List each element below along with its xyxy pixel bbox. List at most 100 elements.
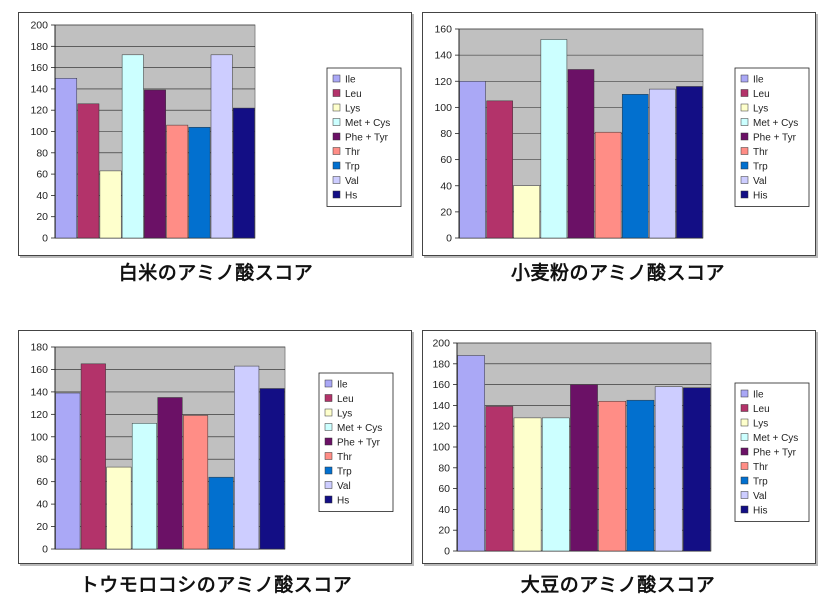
legend-swatch — [324, 408, 333, 417]
y-tick-label: 120 — [30, 409, 48, 421]
legend-swatch — [740, 491, 749, 499]
y-tick-label: 40 — [438, 504, 450, 516]
y-tick-label: 0 — [42, 544, 48, 556]
bar-val — [210, 54, 233, 239]
bar-chart-svg: 0 20 40 60 80 100 120 140 160 Ile Leu Lys Met + Cys P… — [434, 24, 810, 245]
bar-thr — [598, 400, 627, 552]
bar-leu — [77, 103, 100, 239]
legend-label: Thr — [753, 147, 769, 158]
chart-frame: 0 20 40 60 80 100 120 140 160 180 200 Ile Leu Lys Met … — [18, 12, 412, 256]
bar-hs — [259, 388, 285, 550]
legend-label: Ile — [345, 75, 356, 86]
legend-swatch — [324, 423, 333, 431]
legend-swatch — [740, 404, 749, 412]
legend-label: Leu — [753, 404, 770, 415]
legend-swatch — [740, 118, 749, 126]
legend-label: Lys — [753, 104, 768, 115]
y-tick-label: 100 — [434, 102, 452, 114]
chart-frame: 0 20 40 60 80 100 120 140 160 180 200 Ile Leu Lys Met … — [422, 330, 816, 564]
legend-swatch — [740, 74, 749, 83]
bar-met-cys — [131, 423, 157, 550]
legend-swatch — [740, 462, 749, 470]
legend-label: Met + Cys — [345, 118, 390, 129]
y-tick-label: 160 — [30, 62, 48, 74]
bar-chart-svg: 0 20 40 60 80 100 120 140 160 180 Ile Leu Lys Met + C… — [30, 342, 394, 556]
bar-met-cys — [540, 39, 568, 239]
y-tick-label: 80 — [36, 454, 48, 466]
y-tick-label: 0 — [446, 233, 452, 245]
legend-swatch — [740, 176, 749, 184]
y-tick-label: 80 — [438, 462, 450, 474]
bar-val — [649, 88, 676, 239]
y-tick-label: 20 — [36, 521, 48, 533]
legend-swatch — [740, 147, 749, 155]
chart-title: トウモロコシのアミノ酸スコア — [79, 574, 353, 596]
legend-swatch — [740, 389, 749, 398]
bar-lys — [513, 417, 542, 552]
legend-swatch — [324, 452, 333, 460]
legend-label: Trp — [753, 162, 768, 173]
y-tick-label: 120 — [30, 105, 48, 117]
legend-swatch — [740, 103, 749, 112]
y-tick-label: 160 — [434, 24, 452, 36]
bar-val — [234, 365, 260, 550]
y-tick-label: 120 — [432, 421, 450, 433]
legend-swatch — [332, 103, 341, 112]
bar-his — [676, 86, 703, 239]
y-tick-label: 60 — [440, 154, 452, 166]
y-tick-label: 40 — [440, 180, 452, 192]
bar-lys — [99, 170, 122, 239]
legend-label: Leu — [345, 89, 362, 100]
y-tick-label: 160 — [432, 379, 450, 391]
legend-label: Val — [753, 176, 767, 187]
legend-label: Hs — [345, 191, 357, 202]
bar-trp — [621, 94, 649, 239]
bar-ile — [55, 78, 78, 239]
bar-chart-svg: 0 20 40 60 80 100 120 140 160 180 200 Ile Leu Lys Met … — [432, 338, 810, 558]
legend-swatch — [324, 437, 333, 446]
legend-label: Lys — [345, 104, 360, 115]
legend-label: Trp — [345, 162, 360, 173]
bar-lys — [513, 185, 541, 239]
bar-ile — [457, 355, 485, 552]
bar-met-cys — [541, 417, 570, 552]
y-tick-label: 140 — [432, 400, 450, 412]
legend-swatch — [324, 495, 333, 504]
legend-swatch — [740, 505, 749, 514]
bar-thr — [166, 124, 189, 239]
legend-swatch — [740, 476, 749, 485]
legend-swatch — [332, 89, 341, 97]
legend-label: Leu — [337, 394, 354, 405]
bar-phe-tyr — [570, 384, 598, 552]
legend-label: Ile — [337, 380, 348, 391]
bar-ile — [55, 392, 81, 550]
legend-label: Thr — [337, 452, 353, 463]
y-tick-label: 20 — [440, 206, 452, 218]
bar-thr — [183, 415, 209, 550]
y-tick-label: 140 — [434, 50, 452, 62]
legend-label: Phe + Tyr — [753, 133, 797, 144]
y-tick-label: 200 — [30, 20, 48, 32]
legend-label: Phe + Tyr — [337, 438, 381, 449]
y-tick-label: 60 — [36, 476, 48, 488]
legend-swatch — [332, 118, 341, 126]
y-tick-label: 60 — [36, 169, 48, 181]
bar-hs — [232, 107, 255, 239]
y-tick-label: 20 — [36, 211, 48, 223]
legend-swatch — [740, 433, 749, 441]
bar-leu — [486, 100, 513, 239]
legend-swatch — [332, 190, 341, 199]
y-tick-label: 0 — [42, 233, 48, 245]
y-tick-label: 40 — [36, 499, 48, 511]
bar-phe-tyr — [157, 397, 183, 550]
y-tick-label: 180 — [432, 358, 450, 370]
y-tick-label: 160 — [30, 364, 48, 376]
legend-swatch — [332, 147, 341, 155]
bar-ile — [459, 81, 486, 239]
legend-label: Val — [337, 481, 351, 492]
chart-title: 白米のアミノ酸スコア — [118, 262, 314, 284]
bar-his — [683, 387, 711, 552]
y-tick-label: 100 — [432, 442, 450, 454]
y-tick-label: 80 — [36, 147, 48, 159]
bar-met-cys — [121, 54, 144, 239]
